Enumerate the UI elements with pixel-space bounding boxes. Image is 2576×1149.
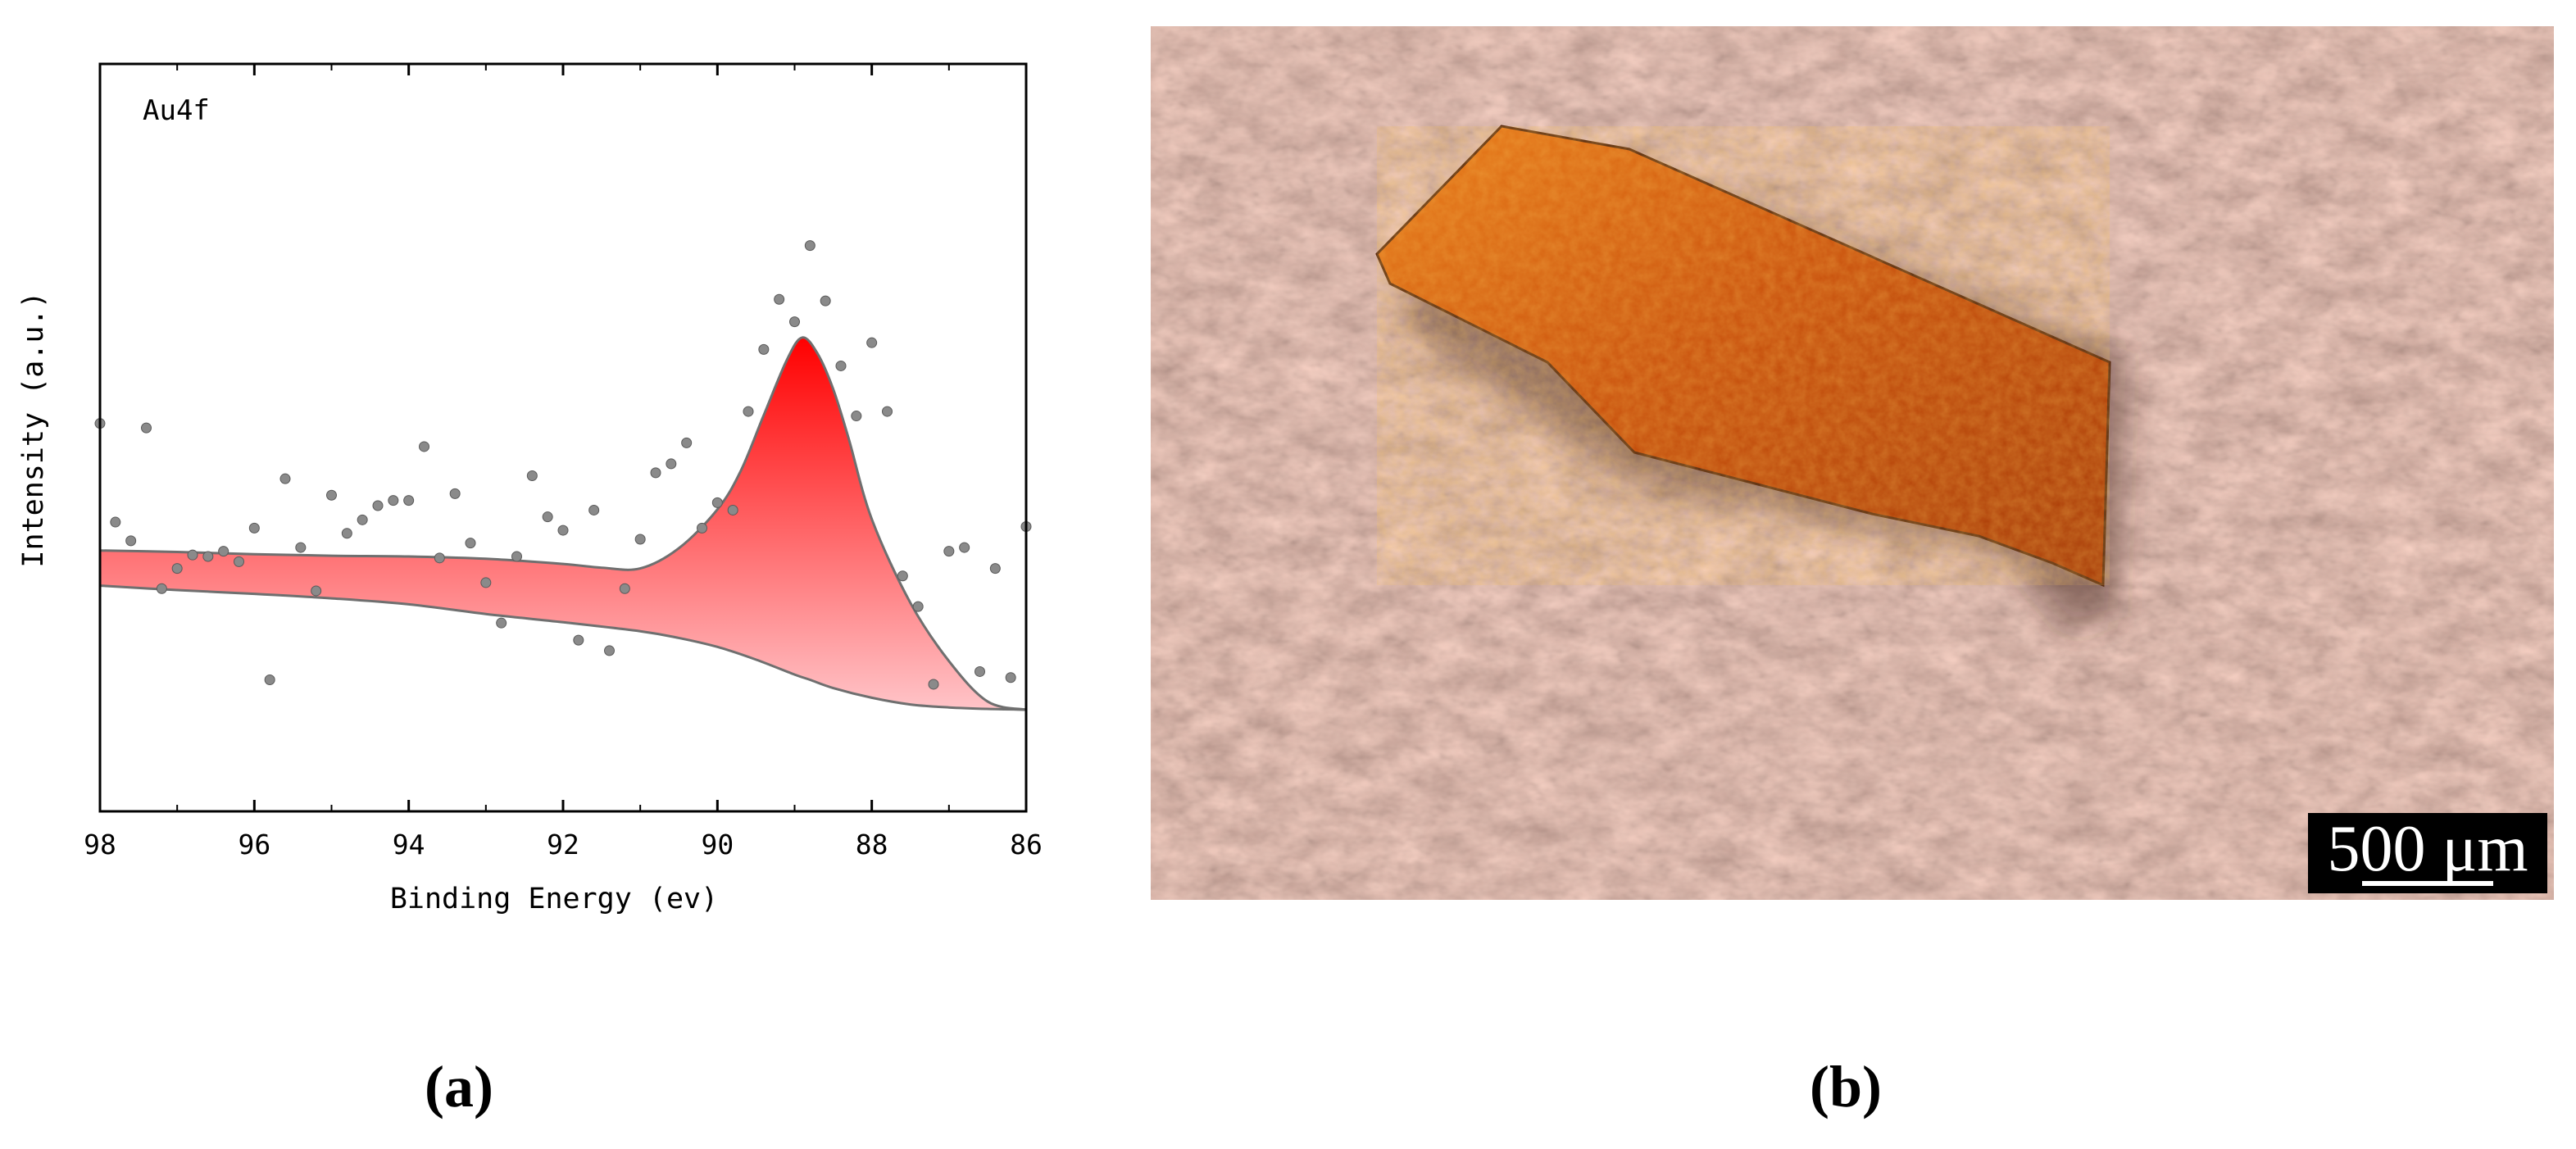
chart-annotation: Au4f — [143, 94, 210, 127]
data-point — [248, 522, 260, 534]
x-tick-label: 88 — [856, 829, 888, 861]
envelope-upper-line — [100, 336, 1026, 711]
data-point — [681, 437, 693, 448]
data-point — [419, 441, 429, 452]
data-point — [156, 583, 167, 594]
x-tick-label: 96 — [238, 829, 270, 861]
data-point — [820, 295, 831, 307]
data-point — [573, 634, 584, 646]
panel-b-label: (b) — [1810, 1054, 1882, 1119]
scale-bar-line — [2362, 881, 2493, 886]
data-point — [711, 497, 723, 508]
data-point — [588, 504, 600, 515]
data-point — [357, 514, 368, 525]
x-axis-title: Binding Energy (ev) — [390, 883, 718, 915]
data-point — [403, 495, 415, 506]
data-point — [465, 538, 476, 549]
data-point — [480, 577, 492, 588]
data-point — [295, 542, 307, 553]
data-point — [959, 542, 970, 553]
data-point — [650, 467, 661, 479]
data-point — [110, 516, 121, 528]
data-point — [434, 552, 445, 564]
data-point — [449, 488, 461, 499]
data-point — [341, 528, 352, 539]
data-point — [882, 406, 893, 417]
xps-chart: 98 96 94 92 90 88 86 Au4f Binding Energy (ev) … — [17, 62, 1043, 915]
data-point — [912, 601, 924, 612]
x-tick-label: 98 — [84, 829, 116, 861]
x-tick-label: 86 — [1010, 829, 1043, 861]
envelope-lower-line — [100, 584, 1026, 711]
data-point — [372, 500, 384, 511]
data-point — [804, 240, 816, 252]
gold-flake-texture — [1377, 126, 2110, 585]
data-point — [604, 645, 615, 656]
data-point — [496, 617, 507, 629]
x-tick-label: 94 — [393, 829, 425, 861]
scale-bar-label: 500 μm — [2327, 813, 2528, 885]
data-point — [311, 585, 322, 597]
data-point — [989, 563, 1001, 574]
data-point — [526, 470, 538, 482]
data-point — [743, 406, 754, 417]
scale-bar-box — [2308, 813, 2547, 893]
data-point — [557, 525, 569, 536]
x-tick-label: 92 — [547, 829, 579, 861]
data-point — [666, 458, 677, 470]
data-point — [202, 551, 214, 562]
data-point — [727, 504, 738, 515]
data-point — [234, 556, 244, 567]
data-point — [542, 511, 553, 523]
data-point — [634, 534, 646, 545]
data-point — [928, 679, 939, 690]
data-point — [187, 549, 198, 561]
data-point — [851, 411, 862, 422]
data-point — [326, 489, 337, 501]
data-point — [171, 563, 183, 574]
data-point — [1005, 672, 1016, 683]
data-point — [774, 293, 785, 305]
data-point — [264, 674, 275, 685]
peak-fill-area — [100, 337, 1026, 710]
data-point — [279, 473, 291, 484]
data-point — [789, 316, 800, 328]
y-axis-title: Intensity (a.u.) — [17, 291, 50, 567]
data-point — [697, 522, 707, 534]
panel-a-label: (a) — [425, 1054, 493, 1119]
micrograph-image: 500 μm — [1151, 26, 2554, 900]
data-point — [897, 570, 908, 582]
x-tick-label: 90 — [701, 829, 734, 861]
data-point — [125, 535, 137, 547]
data-point — [218, 546, 229, 557]
data-point — [975, 665, 985, 677]
data-point — [835, 360, 847, 371]
data-point — [758, 343, 770, 355]
data-point — [141, 422, 152, 434]
data-point — [388, 495, 399, 506]
data-point — [511, 551, 522, 562]
data-point — [619, 583, 630, 594]
data-point — [866, 337, 878, 348]
data-point — [943, 546, 955, 557]
